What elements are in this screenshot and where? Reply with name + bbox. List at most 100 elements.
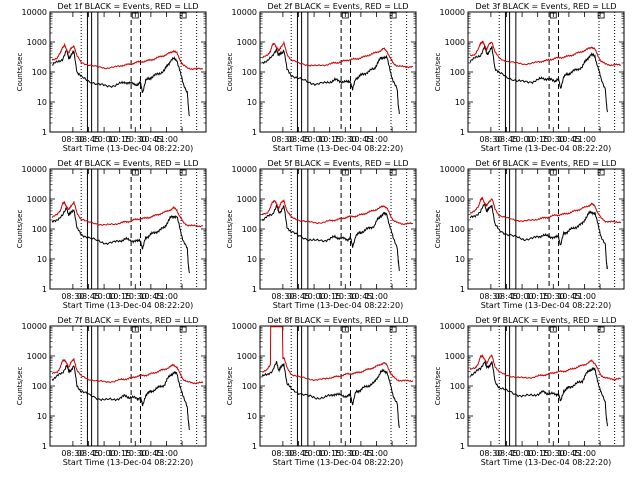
y-tick-label: 1000 [237, 352, 257, 361]
series-line-events [261, 47, 400, 114]
y-tick-label: 100 [450, 68, 465, 77]
interval-marker [597, 12, 605, 19]
y-tick-label: 10 [247, 255, 257, 264]
panel-title: Det 6f BLACK = Events, RED = LLD [475, 159, 616, 168]
x-tick-label: 10:30 [124, 449, 147, 458]
series-line-lld [261, 326, 414, 383]
interval-marker [341, 326, 349, 333]
y-tick-label: 1 [460, 128, 465, 137]
series-line-events [51, 207, 190, 274]
x-tick-label: 08:45 [287, 292, 310, 301]
x-tick-label: 10:00 [511, 135, 534, 144]
x-tick-label: 08:30 [479, 135, 502, 144]
y-tick-label: 10000 [440, 165, 465, 174]
panel-title: Det 7f BLACK = Events, RED = LLD [57, 316, 198, 325]
y-tick-label: 10 [37, 412, 47, 421]
series-line-lld [261, 199, 414, 226]
plot-frame [467, 11, 625, 133]
x-tick-label: 08:45 [287, 449, 310, 458]
x-tick-label: 08:30 [271, 292, 294, 301]
x-tick-label: 10:00 [511, 292, 534, 301]
x-tick-label: 10:30 [542, 449, 565, 458]
x-tick-label: 10:15 [526, 449, 549, 458]
interval-marker [179, 12, 187, 19]
interval-marker [597, 169, 605, 176]
y-tick-label: 100 [32, 225, 47, 234]
y-axis-label: Counts/sec [16, 210, 24, 249]
x-tick-label: 08:30 [271, 135, 294, 144]
x-tick-label: 08:30 [61, 292, 84, 301]
plot-frame [49, 325, 207, 447]
series-line-lld [469, 353, 622, 381]
x-tick-label: 11:00 [573, 292, 596, 301]
interval-marker [549, 169, 557, 176]
x-tick-label: 11:00 [155, 135, 178, 144]
y-tick-label: 1000 [445, 195, 465, 204]
x-tick-label: 10:00 [93, 135, 116, 144]
y-axis-label: Counts/sec [434, 367, 442, 406]
y-tick-label: 1000 [237, 38, 257, 47]
x-tick-label: 08:30 [479, 292, 502, 301]
x-tick-label: 08:45 [77, 449, 100, 458]
y-tick-label: 10 [37, 98, 47, 107]
x-tick-label: 11:00 [365, 292, 388, 301]
plot-frame [259, 325, 417, 447]
y-tick-label: 10000 [440, 322, 465, 331]
panel-title: Det 9f BLACK = Events, RED = LLD [475, 316, 616, 325]
y-axis-label: Counts/sec [16, 53, 24, 92]
detector-panel: Det 6f BLACK = Events, RED = LLD 1 10 100 10… [434, 159, 625, 310]
plot-frame [49, 11, 207, 133]
x-tick-label: 08:45 [77, 292, 100, 301]
detector-panel: Det 4f BLACK = Events, RED = LLD 1 10 100 10… [16, 159, 207, 310]
x-tick-label: 11:00 [365, 135, 388, 144]
interval-marker [597, 326, 605, 333]
series-line-events [261, 361, 400, 429]
y-tick-label: 1 [42, 128, 47, 137]
series-line-events [52, 49, 190, 117]
interval-marker [389, 169, 397, 176]
y-tick-label: 1 [252, 285, 257, 294]
x-tick-label: 10:15 [108, 135, 131, 144]
x-tick-label: 08:30 [479, 449, 502, 458]
y-tick-label: 100 [450, 382, 465, 391]
interval-marker [131, 12, 139, 19]
x-tick-label: 10:15 [526, 292, 549, 301]
plot-frame [467, 325, 625, 447]
interval-marker [389, 326, 397, 333]
interval-marker [389, 12, 397, 19]
plot-frame [49, 168, 207, 290]
x-tick-label: 10:00 [93, 292, 116, 301]
series-line-events [469, 360, 608, 427]
y-tick-label: 100 [32, 68, 47, 77]
panel-title: Det 5f BLACK = Events, RED = LLD [267, 159, 408, 168]
x-tick-label: 08:45 [495, 292, 518, 301]
y-tick-label: 10000 [22, 165, 47, 174]
x-tick-label: 10:45 [139, 292, 162, 301]
x-tick-label: 10:45 [349, 449, 372, 458]
series-line-events [469, 203, 608, 270]
plot-frame [259, 168, 417, 290]
x-tick-label: 08:45 [495, 135, 518, 144]
y-tick-label: 1000 [445, 352, 465, 361]
x-tick-label: 10:45 [139, 449, 162, 458]
y-tick-label: 1 [42, 285, 47, 294]
x-tick-label: 10:15 [526, 135, 549, 144]
x-axis-label: Start Time (13-Dec-04 08:22:20) [273, 458, 404, 467]
y-tick-label: 10 [247, 98, 257, 107]
y-axis-label: Counts/sec [226, 210, 234, 249]
x-tick-label: 10:30 [124, 135, 147, 144]
y-tick-label: 100 [242, 225, 257, 234]
x-tick-label: 11:00 [573, 135, 596, 144]
x-tick-label: 10:45 [557, 135, 580, 144]
y-tick-label: 10 [455, 255, 465, 264]
interval-marker [341, 169, 349, 176]
panel-title: Det 4f BLACK = Events, RED = LLD [57, 159, 198, 168]
detector-panel: Det 2f BLACK = Events, RED = LLD 1 10 100 10… [226, 2, 417, 153]
x-tick-label: 10:30 [334, 135, 357, 144]
y-axis-label: Counts/sec [16, 367, 24, 406]
interval-marker [131, 326, 139, 333]
x-tick-label: 10:15 [108, 292, 131, 301]
x-tick-label: 10:30 [334, 449, 357, 458]
y-axis-label: Counts/sec [226, 367, 234, 406]
